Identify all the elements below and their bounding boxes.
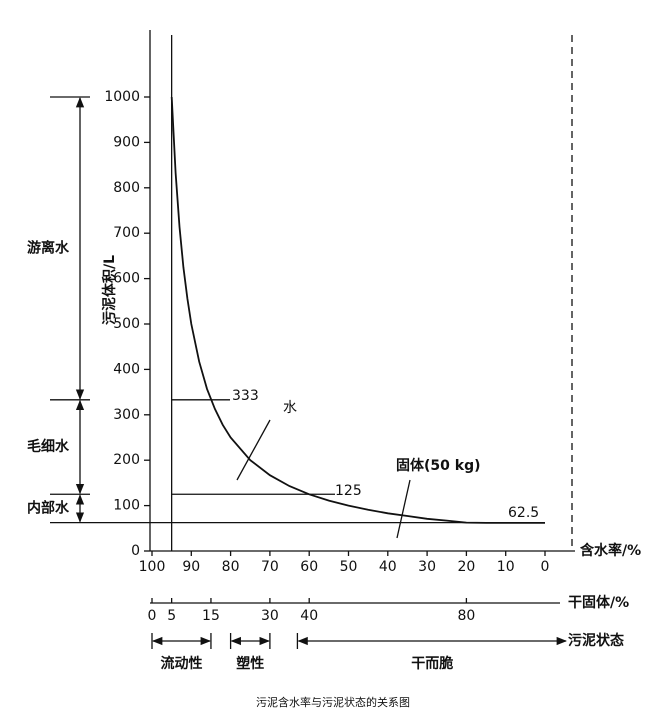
y-tick-label: 1000 <box>104 89 140 105</box>
x-tick-label: 20 <box>457 559 475 575</box>
dry-tick-label: 15 <box>202 608 220 624</box>
y-tick-label: 200 <box>113 452 140 468</box>
reference-label: 125 <box>335 483 362 499</box>
y-tick-label: 400 <box>113 361 140 377</box>
x-tick-label: 0 <box>541 559 550 575</box>
zone-label: 内部水 <box>27 499 70 516</box>
x-tick-label: 10 <box>497 559 515 575</box>
y-tick-label: 0 <box>131 543 140 559</box>
reference-label: 333 <box>232 388 259 404</box>
y-axis-label: 污泥体积/L <box>101 255 118 325</box>
y-tick-label: 100 <box>113 498 140 514</box>
y-tick-label: 800 <box>113 180 140 196</box>
leader-line <box>396 479 411 539</box>
y-tick-label: 600 <box>113 271 140 287</box>
reference-label: 62.5 <box>508 505 539 521</box>
x-tick-label: 70 <box>261 559 279 575</box>
dry-tick-label: 0 <box>148 608 157 624</box>
water-label: 水 <box>283 400 297 416</box>
x-axis-label: 含水率/% <box>580 542 641 559</box>
dry-tick-label: 80 <box>457 608 475 624</box>
state-label: 流动性 <box>160 655 202 672</box>
zone-label: 游离水 <box>27 239 70 256</box>
x-tick-label: 80 <box>222 559 240 575</box>
dry-axis-label: 干固体/% <box>568 594 629 611</box>
x-tick-label: 30 <box>418 559 436 575</box>
zone-label: 毛细水 <box>27 438 70 455</box>
x-tick-label: 50 <box>340 559 358 575</box>
x-tick-label: 90 <box>182 559 200 575</box>
dry-tick-label: 5 <box>167 608 176 624</box>
y-tick-label: 500 <box>113 316 140 332</box>
y-tick-label: 900 <box>113 134 140 150</box>
states-label: 污泥状态 <box>568 632 624 649</box>
y-tick-label: 300 <box>113 407 140 423</box>
dry-tick-label: 40 <box>300 608 318 624</box>
solid-label: 固体(50 kg) <box>396 457 481 474</box>
state-label: 塑性 <box>236 655 264 672</box>
caption: 污泥含水率与污泥状态的关系图 <box>256 695 410 709</box>
leader-line <box>236 419 271 481</box>
y-tick-label: 700 <box>113 225 140 241</box>
x-tick-label: 100 <box>139 559 166 575</box>
curve <box>170 96 545 524</box>
x-tick-label: 60 <box>300 559 318 575</box>
dry-tick-label: 30 <box>261 608 279 624</box>
state-label: 干而脆 <box>411 655 453 672</box>
x-tick-label: 40 <box>379 559 397 575</box>
